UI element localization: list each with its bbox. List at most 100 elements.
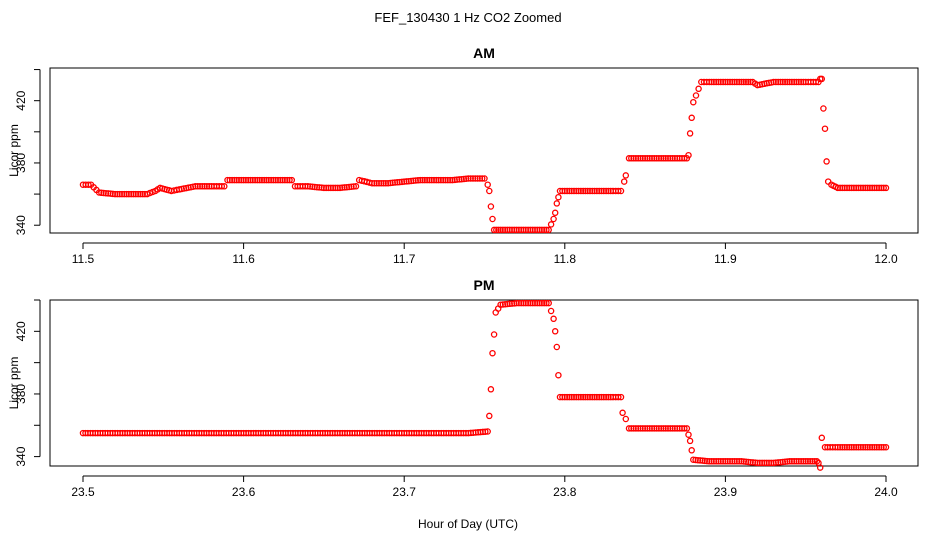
pm-data-point (683, 425, 691, 432)
am-data-point (620, 178, 628, 185)
pm-data-point (686, 437, 694, 445)
am-data-point (683, 155, 691, 162)
am-data-point (258, 176, 266, 184)
am-data-point (478, 175, 486, 182)
pm-panel: PM 23.5 23.6 23.7 23.8 23.9 24.0 340 380 420 Licor… (7, 277, 919, 499)
pm-data-point (617, 393, 625, 401)
am-x-tick-label: 11.7 (393, 252, 416, 266)
am-x-tick-label: 11.6 (232, 252, 255, 266)
am-data-point (538, 226, 546, 234)
pm-data-point (486, 412, 493, 420)
am-data-point (489, 215, 496, 223)
pm-data-point (540, 299, 548, 307)
am-data-point (288, 176, 296, 184)
am-data-point (85, 181, 92, 188)
pm-data-point (577, 393, 585, 401)
am-x-tick-label: 11.5 (72, 252, 95, 266)
pm-data-point (781, 458, 789, 465)
am-data-point (139, 190, 146, 198)
am-data-point (553, 200, 561, 207)
pm-data-point (685, 431, 692, 438)
pm-data-point (882, 443, 890, 451)
pm-data-point (800, 458, 807, 465)
pm-data-point (660, 425, 667, 432)
am-data-point (336, 184, 344, 192)
pm-data-point (551, 328, 559, 335)
am-data-point (484, 181, 491, 188)
am-data-point (555, 193, 562, 201)
am-y-tick-label: 340 (14, 215, 28, 235)
am-data-point (490, 226, 498, 234)
am-data-point (419, 176, 426, 184)
am-data-point (339, 184, 346, 191)
pm-data-point (497, 301, 504, 308)
pm-data-point (862, 443, 869, 451)
am-data-point (738, 78, 745, 86)
pm-x-tick-label: 23.7 (393, 485, 417, 499)
pm-x-tick-label: 23.6 (232, 485, 256, 499)
pm-data-point (553, 343, 561, 351)
am-data-point (657, 155, 665, 162)
pm-data-point (543, 299, 550, 307)
pm-plot-frame (49, 299, 919, 467)
am-data-point (781, 78, 789, 86)
am-data-point (681, 155, 688, 162)
am-data-point (458, 175, 465, 183)
pm-data-point (484, 428, 491, 435)
am-data-point (779, 78, 787, 86)
am-panel-title: AM (473, 45, 495, 61)
am-data-point (660, 155, 667, 162)
pm-data-point (619, 409, 626, 417)
am-data-point (380, 179, 387, 187)
pm-data-point (699, 457, 706, 464)
pm-data-point (809, 458, 816, 465)
am-y-tick-label: 420 (14, 90, 28, 110)
pm-y-tick-label: 340 (14, 446, 28, 466)
am-data-point (821, 125, 829, 132)
am-data-point (824, 178, 832, 185)
am-data-point (579, 187, 587, 195)
pm-data-point (482, 428, 489, 435)
x-axis-label: Hour of Day (UTC) (418, 517, 518, 531)
pm-data-point (615, 393, 622, 401)
pm-x-tick-label: 23.8 (553, 485, 577, 499)
am-data-point (495, 226, 502, 234)
am-data-point (545, 226, 552, 234)
pm-data-point (806, 458, 814, 465)
pm-y-tick-label: 420 (14, 321, 28, 341)
am-data-point (882, 184, 890, 192)
am-data-point (818, 75, 826, 83)
pm-data-point (816, 464, 824, 471)
am-data-point (352, 183, 360, 190)
pm-data-point (555, 371, 562, 379)
am-data-point (256, 176, 263, 184)
pm-data-point (550, 315, 557, 323)
am-y-tick-label: 380 (14, 153, 28, 173)
pm-data-point (740, 458, 748, 465)
am-plot-frame (49, 67, 919, 234)
pm-data-point (499, 301, 507, 308)
pm-data-point (545, 299, 552, 307)
am-data-point (218, 183, 226, 190)
am-x-tick-label: 11.9 (714, 252, 737, 266)
pm-panel-title: PM (474, 277, 495, 293)
am-data-point (221, 183, 228, 190)
pm-y-axis-label: Licor ppm (7, 357, 21, 410)
pm-data-point (802, 458, 809, 465)
am-data-point (690, 98, 697, 106)
am-data-point (499, 226, 507, 234)
am-data-point (487, 203, 495, 210)
am-data-point (880, 184, 887, 192)
am-data-point (617, 187, 625, 195)
am-panel: AM 11.5 11.6 11.7 11.8 11.9 12.0 340 380 420 Licor… (7, 45, 919, 266)
am-data-point (550, 215, 557, 223)
am-data-point (577, 187, 585, 195)
am-data-point (378, 179, 385, 187)
am-data-point (812, 78, 820, 86)
pm-data-point (547, 307, 555, 315)
pm-data-point (738, 458, 745, 465)
am-data-point (98, 189, 105, 197)
am-data-point (685, 151, 692, 159)
pm-data-point (681, 425, 688, 432)
am-x-tick-label: 11.8 (554, 252, 577, 266)
